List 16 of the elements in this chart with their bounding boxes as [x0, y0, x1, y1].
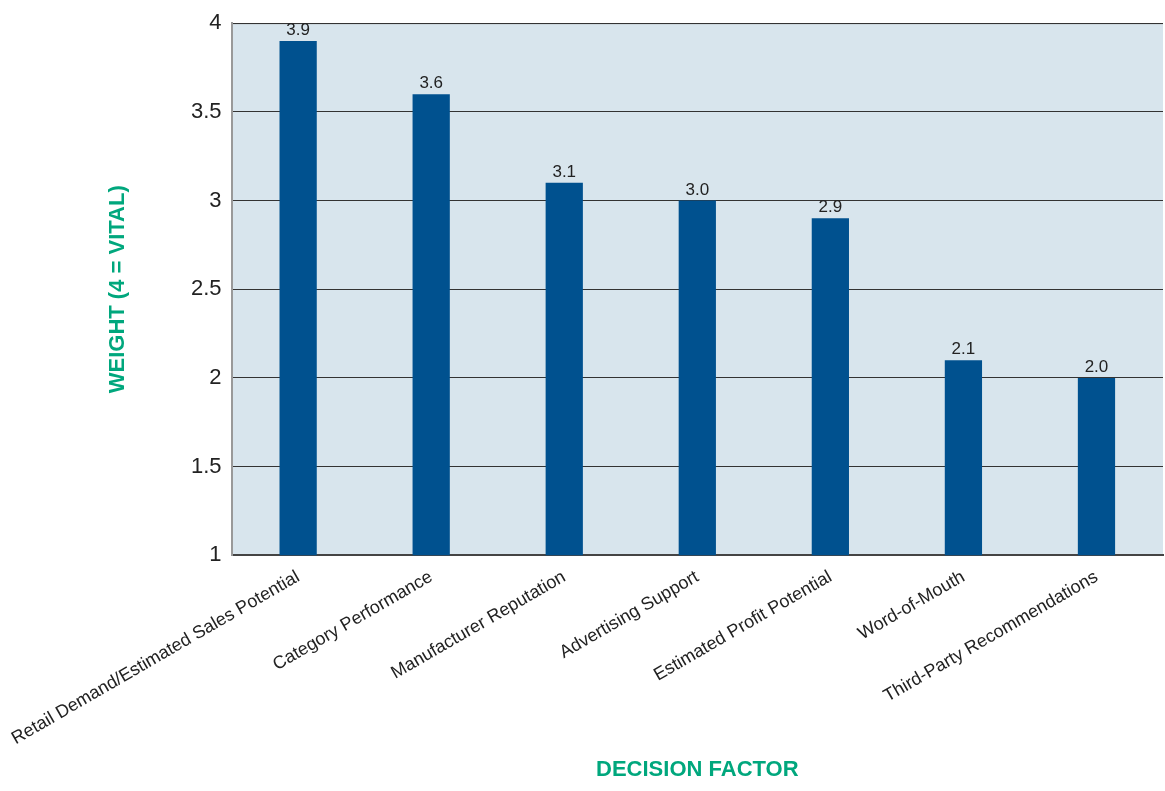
y-tick-label: 2.5 — [191, 275, 222, 301]
y-tick-label: 4 — [209, 9, 222, 35]
y-tick-label: 3 — [209, 186, 222, 212]
y-tick-label: 2 — [209, 364, 222, 389]
data-label: 3.1 — [552, 162, 577, 182]
data-label: 2.0 — [1084, 357, 1109, 377]
y-tick-label: 1 — [209, 541, 222, 567]
data-label: 2.9 — [818, 197, 843, 217]
data-label: 3.6 — [419, 73, 444, 93]
y-axis-title: WEIGHT (4 = VITAL) — [103, 185, 129, 394]
y-tick-label: 3.5 — [191, 97, 222, 123]
y-tick-label: 1.5 — [191, 452, 222, 478]
data-label: 3.0 — [685, 179, 710, 199]
data-label: 2.1 — [951, 339, 976, 359]
data-label: 3.9 — [286, 20, 310, 40]
x-axis-title: DECISION FACTOR — [596, 755, 799, 781]
